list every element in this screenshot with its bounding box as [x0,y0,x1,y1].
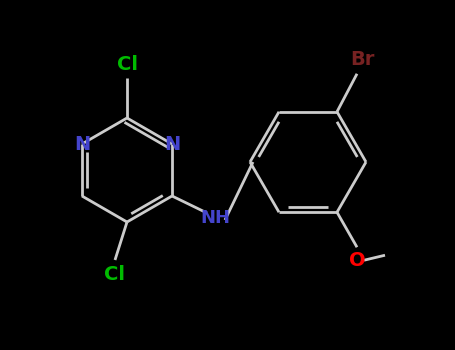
Text: Br: Br [350,50,374,69]
Text: NH: NH [200,209,230,227]
Text: Cl: Cl [105,265,126,284]
Text: N: N [74,134,90,154]
Text: N: N [164,134,180,154]
Text: O: O [349,251,365,270]
Text: Cl: Cl [116,55,137,74]
